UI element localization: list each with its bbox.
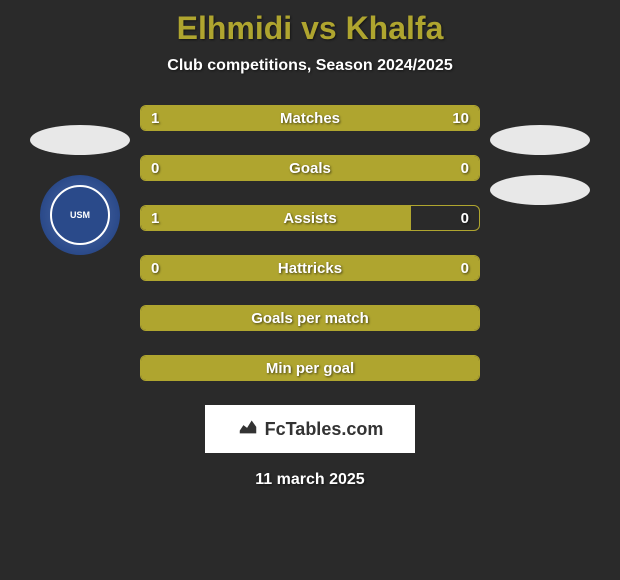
watermark-text: FcTables.com [265,419,384,440]
page-title: Elhmidi vs Khalfa [177,10,444,47]
content-row: USM 1Matches100Goals01Assists00Hattricks… [0,105,620,381]
stat-value-right: 0 [461,160,469,177]
stats-column: 1Matches100Goals01Assists00Hattricks0Goa… [140,105,480,381]
stat-bar: 1Matches10 [140,105,480,131]
stat-value-right: 0 [461,210,469,227]
right-player-column [480,105,600,205]
left-player-column: USM [20,105,140,255]
stat-label: Min per goal [141,360,479,377]
stat-label: Goals [141,160,479,177]
page-subtitle: Club competitions, Season 2024/2025 [167,57,452,75]
stat-bar: 0Goals0 [140,155,480,181]
main-container: Elhmidi vs Khalfa Club competitions, Sea… [0,0,620,499]
left-club-badge-text: USM [50,185,110,245]
left-club-badge: USM [40,175,120,255]
stat-bar: 1Assists0 [140,205,480,231]
watermark: FcTables.com [205,405,415,453]
stat-value-right: 0 [461,260,469,277]
stat-label: Hattricks [141,260,479,277]
chart-icon [237,415,259,443]
stat-bar: 0Hattricks0 [140,255,480,281]
stat-label: Goals per match [141,310,479,327]
left-player-avatar [30,125,130,155]
stat-value-right: 10 [452,110,469,127]
right-player-avatar [490,125,590,155]
stat-bar: Goals per match [140,305,480,331]
stat-bar: Min per goal [140,355,480,381]
stat-label: Assists [141,210,479,227]
right-club-badge [490,175,590,205]
date-text: 11 march 2025 [255,471,364,489]
stat-label: Matches [141,110,479,127]
